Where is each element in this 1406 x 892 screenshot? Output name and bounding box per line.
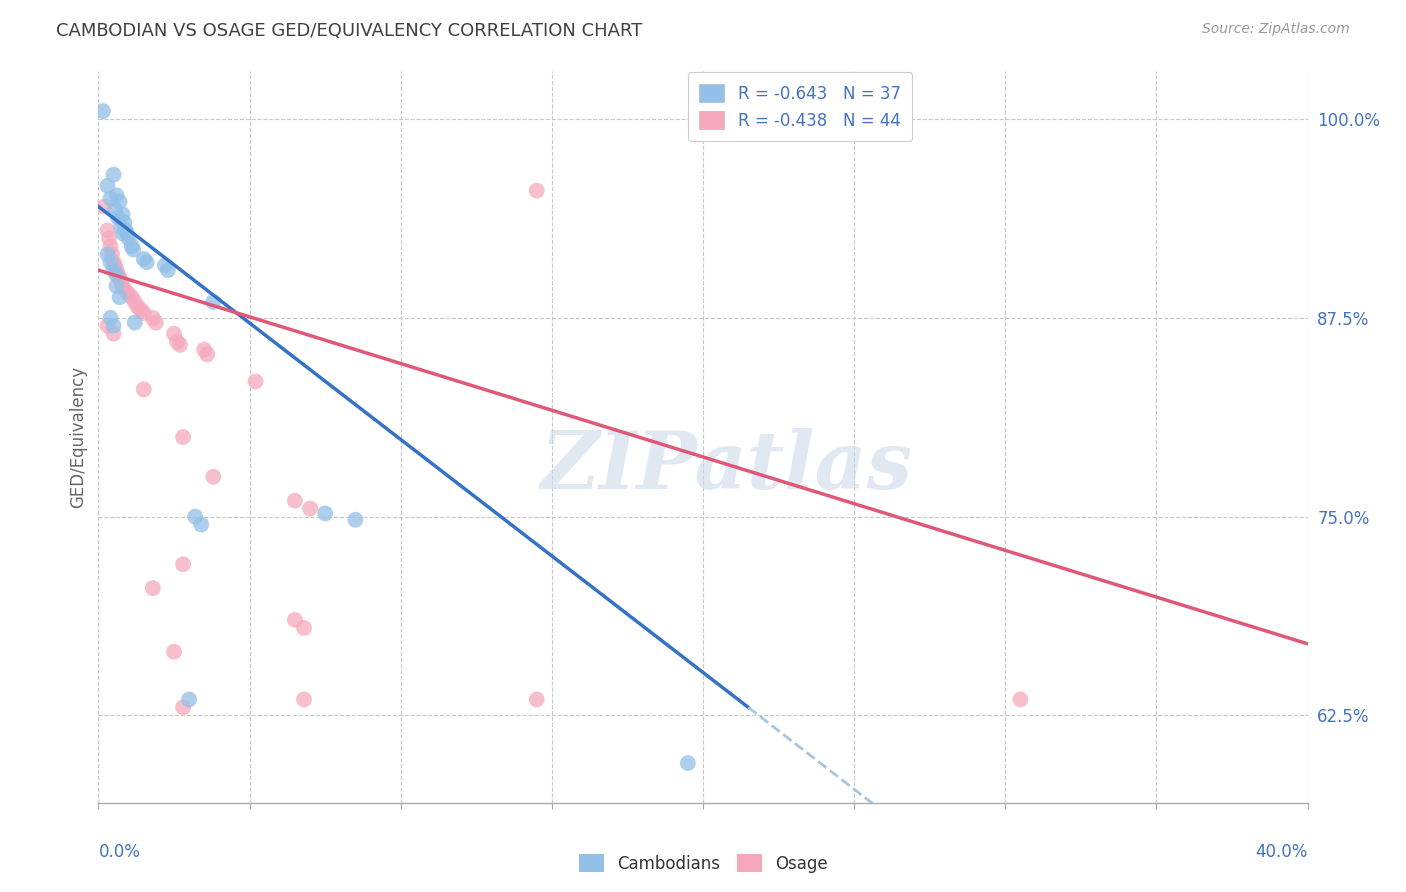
Point: [526, 184, 548, 198]
Point: [135, 255, 157, 269]
Point: [108, 271, 131, 285]
Point: [103, 255, 125, 269]
Point: [96, 178, 118, 193]
Point: [145, 316, 167, 330]
Point: [108, 194, 131, 209]
Point: [100, 192, 122, 206]
Point: [179, 692, 201, 706]
Point: [132, 252, 155, 266]
Legend: R = -0.643   N = 37, R = -0.438   N = 44: R = -0.643 N = 37, R = -0.438 N = 44: [688, 72, 912, 141]
Point: [98, 231, 121, 245]
Point: [124, 294, 146, 309]
Point: [118, 231, 141, 245]
Point: [101, 247, 124, 261]
Point: [111, 279, 134, 293]
Point: [105, 263, 128, 277]
Point: [100, 239, 122, 253]
Point: [100, 255, 122, 269]
Point: [104, 202, 127, 217]
Point: [91, 104, 114, 119]
Point: [163, 326, 186, 341]
Point: [132, 383, 155, 397]
Point: [132, 306, 155, 320]
Point: [245, 375, 267, 389]
Point: [124, 316, 146, 330]
Point: [299, 501, 322, 516]
Point: [115, 227, 138, 241]
Point: [103, 168, 125, 182]
Point: [108, 290, 131, 304]
Point: [1010, 692, 1032, 706]
Y-axis label: GED/Equivalency: GED/Equivalency: [69, 366, 87, 508]
Point: [110, 274, 132, 288]
Point: [96, 247, 118, 261]
Point: [156, 263, 179, 277]
Point: [105, 188, 128, 202]
Point: [114, 284, 136, 298]
Point: [105, 268, 128, 282]
Point: [169, 338, 191, 352]
Point: [195, 347, 218, 361]
Point: [103, 318, 125, 333]
Point: [129, 302, 152, 317]
Point: [111, 207, 134, 221]
Point: [96, 223, 118, 237]
Legend: Cambodians, Osage: Cambodians, Osage: [572, 847, 834, 880]
Point: [142, 581, 165, 595]
Point: [676, 756, 699, 770]
Text: 40.0%: 40.0%: [1256, 843, 1308, 861]
Point: [172, 558, 194, 572]
Point: [105, 279, 128, 293]
Point: [166, 334, 188, 349]
Point: [104, 258, 127, 272]
Point: [284, 613, 307, 627]
Point: [122, 243, 145, 257]
Point: [107, 211, 129, 225]
Text: CAMBODIAN VS OSAGE GED/EQUIVALENCY CORRELATION CHART: CAMBODIAN VS OSAGE GED/EQUIVALENCY CORRE…: [56, 22, 643, 40]
Point: [118, 287, 141, 301]
Point: [314, 507, 336, 521]
Point: [127, 300, 149, 314]
Point: [163, 645, 186, 659]
Point: [292, 692, 315, 706]
Point: [142, 310, 165, 325]
Text: ZIPatlas: ZIPatlas: [541, 427, 914, 505]
Point: [153, 258, 176, 272]
Point: [103, 263, 125, 277]
Point: [284, 493, 307, 508]
Point: [121, 290, 143, 304]
Point: [184, 509, 207, 524]
Point: [112, 215, 135, 229]
Point: [344, 513, 367, 527]
Point: [103, 326, 125, 341]
Point: [292, 621, 315, 635]
Point: [190, 517, 212, 532]
Point: [121, 239, 143, 253]
Point: [193, 343, 215, 357]
Point: [96, 318, 118, 333]
Point: [202, 294, 225, 309]
Point: [172, 700, 194, 714]
Point: [112, 227, 135, 241]
Point: [93, 200, 115, 214]
Text: Source: ZipAtlas.com: Source: ZipAtlas.com: [1202, 22, 1350, 37]
Point: [107, 268, 129, 282]
Point: [172, 430, 194, 444]
Point: [100, 310, 122, 325]
Point: [526, 692, 548, 706]
Point: [110, 220, 132, 235]
Point: [114, 223, 136, 237]
Point: [202, 470, 225, 484]
Text: 0.0%: 0.0%: [98, 843, 141, 861]
